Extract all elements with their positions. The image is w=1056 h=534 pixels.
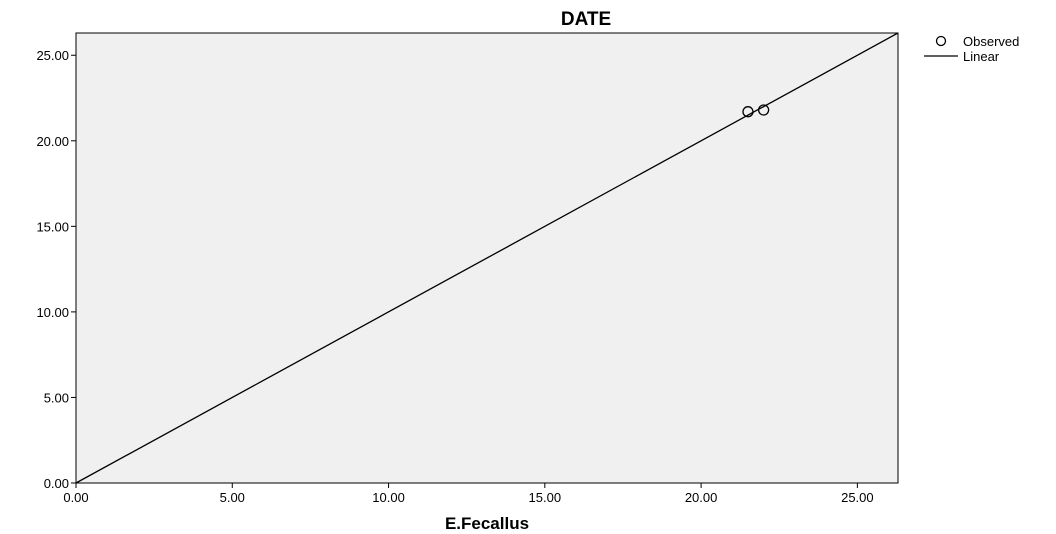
- legend-linear-label: Linear: [963, 49, 1000, 64]
- y-tick-label: 20.00: [36, 134, 69, 149]
- y-axis-ticks: 0.00 5.00 10.00 15.00 20.00 25.00: [36, 48, 76, 491]
- chart-title: DATE: [561, 9, 611, 30]
- x-tick-label: 10.00: [372, 490, 405, 505]
- x-tick-label: 15.00: [529, 490, 562, 505]
- x-axis-label: E.Fecallus: [445, 514, 529, 533]
- x-tick-label: 0.00: [63, 490, 88, 505]
- x-tick-label: 25.00: [841, 490, 874, 505]
- y-tick-label: 25.00: [36, 48, 69, 63]
- y-tick-label: 10.00: [36, 305, 69, 320]
- linear-fit-line: [75, 32, 899, 484]
- x-tick-label: 5.00: [220, 490, 245, 505]
- legend: Observed Linear: [924, 34, 1019, 64]
- y-tick-label: 5.00: [44, 390, 69, 405]
- legend-observed-marker: [935, 35, 947, 47]
- y-tick-label: 0.00: [44, 476, 69, 491]
- series-layer: [75, 32, 899, 484]
- y-tick-label: 15.00: [36, 219, 69, 234]
- x-axis-ticks: 0.00 5.00 10.00 15.00 20.00 25.00: [63, 483, 874, 505]
- legend-observed-label: Observed: [963, 34, 1019, 49]
- x-tick-label: 20.00: [685, 490, 718, 505]
